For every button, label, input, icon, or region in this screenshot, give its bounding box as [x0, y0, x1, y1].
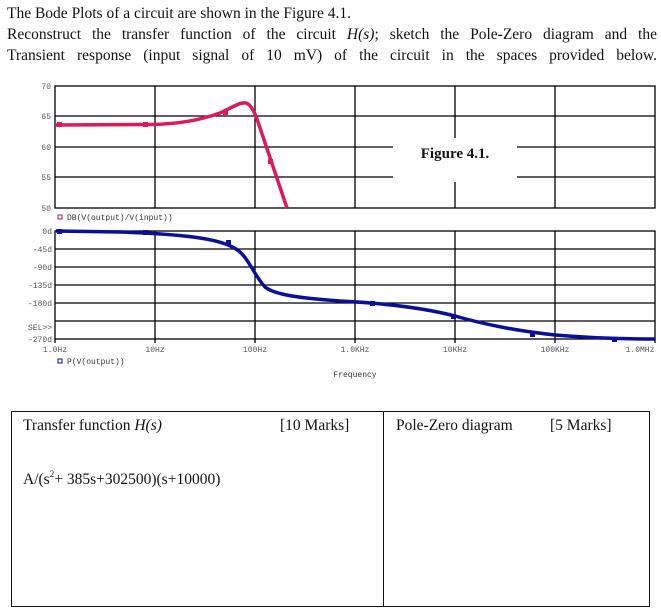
phase-tick: -135d: [28, 282, 52, 291]
phase-tick: -90d: [33, 264, 52, 273]
phase-legend: P(V(output)): [67, 358, 125, 367]
heading-hs: H(s): [134, 417, 162, 434]
x-axis-label: Frequency: [333, 371, 376, 380]
sel-label: SEL>>: [28, 324, 52, 333]
transfer-function-cell: Transfer function H(s) [10 Marks] A/(s2+…: [12, 412, 384, 606]
answer-text: A/(s: [23, 471, 50, 488]
mag-tick: 50: [41, 205, 51, 214]
x-tick: 100Hz: [243, 346, 267, 355]
phase-tick: -180d: [28, 300, 52, 309]
pole-zero-heading: Pole-Zero diagram: [396, 417, 513, 434]
x-tick: 1.0KHz: [341, 346, 370, 355]
pole-zero-cell: Pole-Zero diagram [5 Marks]: [384, 412, 649, 606]
magnitude-legend-marker: [57, 214, 63, 220]
phase-tick: -270d: [28, 336, 52, 345]
transfer-function-marks: [10 Marks]: [280, 417, 350, 434]
bode-plot-figure: 70 65 60 55 50 Figure 4.1. DB(V(output)/…: [28, 83, 656, 380]
magnitude-y-ticks: 70 65 60 55 50: [41, 83, 51, 214]
transfer-function-heading: Transfer function H(s): [23, 417, 162, 435]
x-tick: 1.0Hz: [43, 346, 67, 355]
magnitude-curve: [55, 101, 289, 209]
phase-markers: [57, 229, 617, 342]
phase-tick: -45d: [33, 246, 52, 255]
answer-text: + 385s+302500)(s+10000): [54, 471, 221, 488]
answer-exponent: 2: [49, 469, 55, 479]
phase-grid: [54, 230, 656, 343]
magnitude-legend: DB(V(output)/V(input)): [67, 214, 173, 223]
x-ticks: 1.0Hz 10Hz 100Hz 1.0KHz 10KHz 100KHz 1.0…: [43, 346, 655, 355]
x-tick: 10KHz: [443, 346, 467, 355]
magnitude-grid: [54, 85, 656, 209]
mag-tick: 55: [41, 174, 51, 183]
mag-tick: 70: [41, 83, 51, 92]
intro-line-2: Reconstruct the transfer function of the…: [7, 24, 657, 45]
heading-text: Transfer function: [23, 417, 135, 434]
phase-y-ticks: 0d -45d -90d -135d -180d -270d: [28, 228, 52, 345]
magnitude-markers: [57, 110, 273, 164]
intro-line-3: Transient response (input signal of 10 m…: [7, 47, 657, 64]
phase-legend-marker: [57, 358, 63, 364]
x-tick: 100KHz: [541, 346, 570, 355]
transfer-function-answer: A/(s2+ 385s+302500)(s+10000): [23, 469, 220, 489]
intro-hs: H(s): [346, 26, 375, 43]
phase-curve: [55, 229, 656, 341]
mag-tick: 60: [41, 144, 51, 153]
x-tick: 10Hz: [145, 346, 164, 355]
x-tick: 1.0MHz: [626, 346, 655, 355]
figure-label: Figure 4.1.: [421, 146, 490, 162]
intro-text: ; sketch the Pole-Zero diagram and the: [374, 26, 657, 43]
pole-zero-marks: [5 Marks]: [550, 417, 612, 434]
problem-statement: The Bode Plots of a circuit are shown in…: [7, 3, 657, 66]
answer-table: Transfer function H(s) [10 Marks] A/(s2+…: [11, 411, 650, 607]
intro-text: Reconstruct the transfer function of the…: [7, 26, 347, 43]
mag-tick: 65: [41, 113, 51, 122]
intro-line-1: The Bode Plots of a circuit are shown in…: [7, 5, 351, 22]
phase-tick: 0d: [42, 228, 52, 237]
